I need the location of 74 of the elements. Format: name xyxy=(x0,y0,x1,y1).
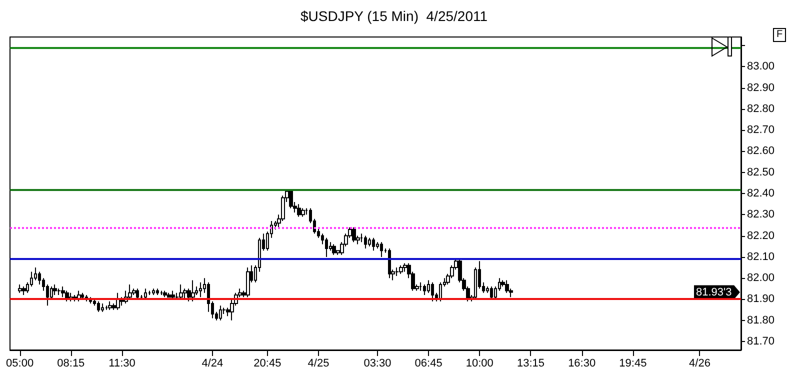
candlestick xyxy=(132,288,136,296)
candlestick xyxy=(81,292,84,300)
x-tick-label: 13:15 xyxy=(516,358,545,370)
candlestick xyxy=(332,244,336,256)
y-tick-label: 82.70 xyxy=(747,124,775,136)
candlestick xyxy=(191,280,195,302)
x-tick-label: 16:30 xyxy=(568,358,596,370)
x-tick-label: 08:15 xyxy=(57,358,85,370)
candlestick xyxy=(108,300,112,310)
candlestick xyxy=(97,300,100,312)
candlestick xyxy=(152,288,155,296)
candlestick xyxy=(22,286,26,296)
candlestick xyxy=(423,284,426,296)
text: F xyxy=(773,28,786,42)
candlestick xyxy=(101,302,104,312)
y-tick-label: 82.30 xyxy=(747,208,775,221)
x-tick-label: 05:00 xyxy=(6,358,34,370)
x-tick-label: 03:30 xyxy=(364,358,392,370)
candlestick xyxy=(380,242,383,258)
x-tick-label: 4/26 xyxy=(689,358,710,370)
candlestick xyxy=(128,284,132,300)
candlestick xyxy=(505,280,509,294)
candlestick xyxy=(183,288,187,300)
candlestick xyxy=(53,284,57,296)
x-tick-label: 4/25 xyxy=(308,358,330,370)
y-tick-label: 81.70 xyxy=(747,336,775,348)
candlestick xyxy=(156,288,159,296)
y-tick-label: 82.50 xyxy=(747,166,775,178)
candlestick xyxy=(364,235,367,249)
x-tick-label: 20:45 xyxy=(254,358,282,370)
candlestick xyxy=(57,288,61,296)
y-tick-label: 81.80 xyxy=(747,314,775,326)
candlestick xyxy=(61,286,65,298)
candlestick xyxy=(297,204,301,218)
candlestick xyxy=(179,284,183,300)
candlestick xyxy=(199,282,202,298)
candlestick xyxy=(399,264,403,274)
y-tick-label: 82.80 xyxy=(747,102,775,115)
candlestick xyxy=(325,237,328,258)
x-tick-label: 4/24 xyxy=(202,358,224,370)
y-tick-label: 81.90 xyxy=(747,293,775,306)
candlestick xyxy=(116,292,120,310)
candlestick xyxy=(419,282,422,292)
candlestick xyxy=(167,292,171,298)
x-tick-label: 10:00 xyxy=(466,358,494,370)
x-tick-label: 06:45 xyxy=(414,358,442,370)
y-tick-label: 82.90 xyxy=(747,82,775,94)
candlestick xyxy=(368,237,371,247)
candlestick xyxy=(395,267,399,276)
candlestick xyxy=(289,188,293,209)
x-tick-label: 11:30 xyxy=(108,358,136,370)
candlestick xyxy=(352,226,356,243)
candlestick xyxy=(171,290,175,300)
candlestick xyxy=(439,282,442,302)
candlestick xyxy=(219,305,222,321)
x-tick-label: 19:45 xyxy=(619,358,647,370)
candlestick xyxy=(372,237,375,252)
candlestick xyxy=(246,267,250,298)
candlestick xyxy=(431,282,434,302)
candlestick xyxy=(388,248,391,279)
candlestick xyxy=(136,288,139,300)
candlestick xyxy=(490,286,493,300)
candlestick xyxy=(144,288,147,300)
y-tick-label: 82.40 xyxy=(747,188,775,200)
candlestick xyxy=(301,208,305,218)
candlestick xyxy=(18,284,22,294)
annotation: 81.93'3 xyxy=(696,286,732,298)
chart-title: $USDJPY (15 Min) 4/25/2011 xyxy=(300,8,488,24)
y-tick-label: 82.60 xyxy=(747,145,775,158)
y-tick-label: 82.00 xyxy=(747,272,775,284)
candlestick xyxy=(163,290,167,298)
y-tick-label: 82.20 xyxy=(747,230,775,242)
y-tick-label: 83.00 xyxy=(747,60,775,73)
y-tick-label: 82.10 xyxy=(747,250,775,263)
